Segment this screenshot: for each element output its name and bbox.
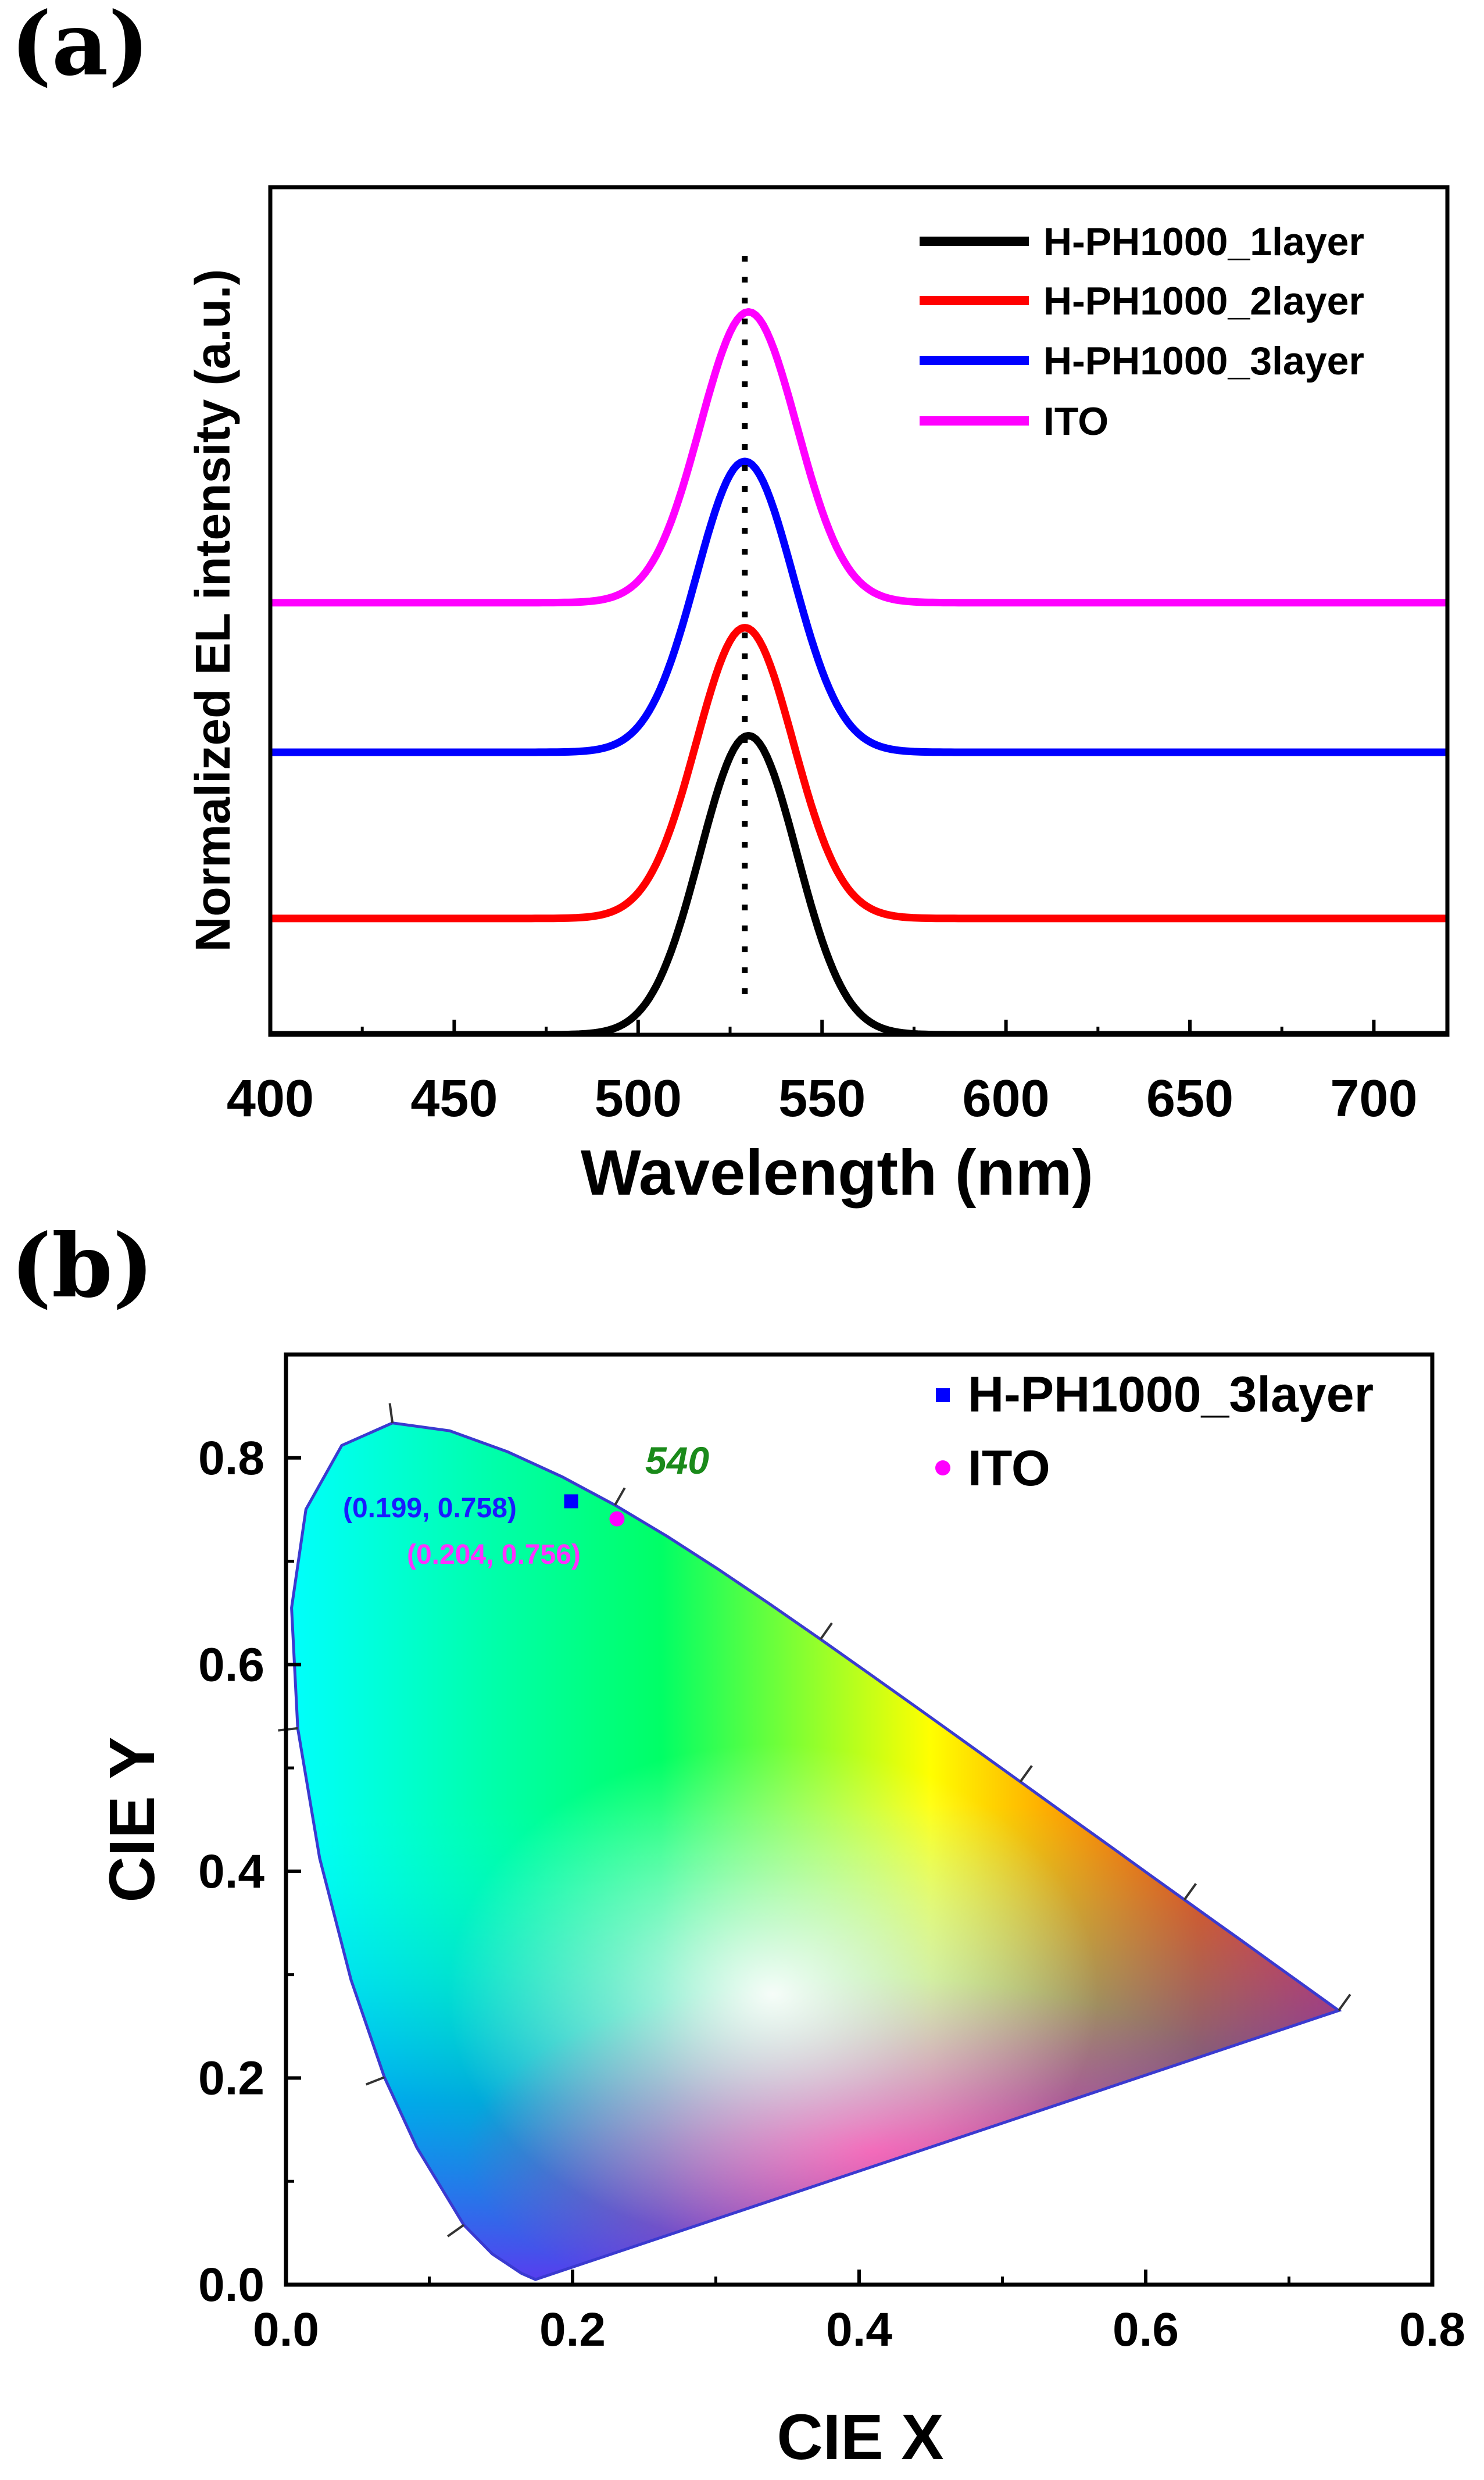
data-point-3layer xyxy=(564,1494,578,1509)
legend-label-2layer: H-PH1000_2layer xyxy=(1043,279,1364,323)
locus-tick xyxy=(447,2224,465,2238)
b-y-tick-label: 0.6 xyxy=(198,1638,264,1691)
panel-b-y-axis-title: CIE Y xyxy=(96,1736,168,1902)
x-tick-label: 500 xyxy=(595,1070,682,1128)
panel-a-x-axis-title: Wavelength (nm) xyxy=(581,1137,1093,1209)
data-point-ito xyxy=(609,1511,625,1527)
b-y-tick-label: 0.8 xyxy=(198,1432,264,1485)
x-tick-label: 450 xyxy=(410,1070,498,1128)
b-x-tick-label: 0.2 xyxy=(539,2303,606,2356)
series-line-h-ph1000-3layer xyxy=(270,458,1447,756)
legend-label-ito: ITO xyxy=(1043,399,1108,444)
cie-data-points xyxy=(564,1494,625,1527)
spectral-locus-outline xyxy=(290,1421,1342,2281)
panel-b-axis-ticks: 0.0 0.2 0.4 0.6 0.8 0.0 0.2 0.4 0.6 0.8 xyxy=(198,1432,1465,2356)
point-label-ito: (0.204, 0.756) xyxy=(407,1539,581,1570)
spectral-locus-ticks xyxy=(278,1403,1351,2238)
panel-b-cie-diagram: (b) 0.0 0.2 0.4 0.6 0.8 0.0 0.2 0.4 0.6 0.8 540 (… xyxy=(10,1215,1465,2473)
b-x-tick-label: 0.6 xyxy=(1113,2303,1179,2356)
panel-b-x-axis-title: CIE X xyxy=(777,2402,943,2473)
locus-tick xyxy=(820,1622,833,1640)
b-x-tick-label: 0.4 xyxy=(826,2303,892,2356)
panel-a-spectrum-chart: (a) 400 450 500 550 600 650 700 H-PH1000_1laye… xyxy=(10,0,1450,1209)
x-tick-label: 400 xyxy=(227,1070,314,1128)
series-line-ito xyxy=(270,308,1447,607)
panel-b-legend: H-PH1000_3layer ITO xyxy=(935,1367,1374,1496)
x-tick-label: 650 xyxy=(1146,1070,1233,1128)
legend-label-3layer-b: H-PH1000_3layer xyxy=(968,1367,1374,1423)
panel-a-series-group xyxy=(270,308,1447,1035)
legend-label-ito-b: ITO xyxy=(968,1441,1050,1496)
b-x-tick-label: 0.8 xyxy=(1399,2303,1465,2356)
panel-b-label: (b) xyxy=(10,1215,154,1317)
x-tick-label: 700 xyxy=(1330,1070,1417,1128)
legend-label-1layer: H-PH1000_1layer xyxy=(1043,220,1364,264)
b-x-tick-label: 0.0 xyxy=(253,2303,319,2356)
panel-a-legend: H-PH1000_1layer H-PH1000_2layer H-PH1000… xyxy=(920,220,1364,444)
series-line-h-ph1000-2layer xyxy=(270,624,1447,923)
wavelength-540-annotation: 540 xyxy=(645,1439,709,1482)
legend-marker-3layer xyxy=(936,1388,950,1402)
legend-marker-ito xyxy=(935,1460,950,1475)
series-line-h-ph1000-1layer xyxy=(270,731,1447,1035)
panel-a-y-axis-title: Normalized EL intensity (a.u.) xyxy=(185,269,240,952)
locus-tick xyxy=(1019,1765,1033,1783)
panel-a-label: (a) xyxy=(10,0,149,95)
point-label-3layer: (0.199, 0.758) xyxy=(343,1493,517,1524)
locus-tick xyxy=(1338,1993,1351,2011)
panel-a-plot-frame xyxy=(268,185,1450,1037)
locus-tick xyxy=(614,1487,626,1506)
x-tick-label: 550 xyxy=(778,1070,866,1128)
locus-tick xyxy=(1183,1882,1197,1900)
b-y-tick-label: 0.0 xyxy=(198,2259,264,2311)
locus-tick xyxy=(388,1403,394,1423)
b-y-tick-label: 0.4 xyxy=(198,1845,264,1898)
locus-tick xyxy=(365,2076,385,2086)
legend-label-3layer: H-PH1000_3layer xyxy=(1043,339,1364,383)
panel-a-x-ticks: 400 450 500 550 600 650 700 xyxy=(227,1020,1418,1128)
b-y-tick-label: 0.2 xyxy=(198,2052,264,2104)
x-tick-label: 600 xyxy=(963,1070,1050,1128)
